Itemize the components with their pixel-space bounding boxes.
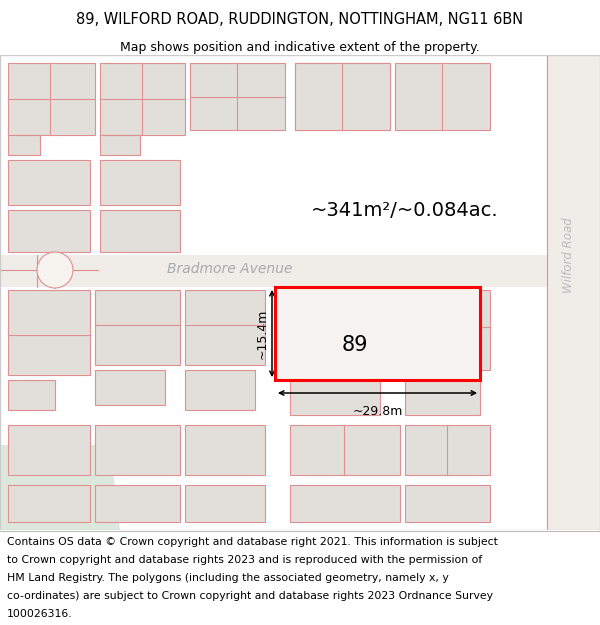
Polygon shape (95, 290, 180, 365)
Polygon shape (100, 135, 140, 155)
Polygon shape (290, 425, 400, 475)
Polygon shape (8, 290, 90, 375)
Polygon shape (405, 485, 490, 522)
Polygon shape (95, 425, 180, 475)
Polygon shape (295, 63, 390, 130)
Polygon shape (190, 63, 285, 130)
Text: Wilford Road: Wilford Road (562, 217, 575, 293)
Polygon shape (8, 160, 90, 205)
Text: HM Land Registry. The polygons (including the associated geometry, namely x, y: HM Land Registry. The polygons (includin… (7, 572, 449, 582)
Polygon shape (405, 425, 490, 475)
Polygon shape (290, 290, 400, 370)
Polygon shape (185, 370, 255, 410)
Polygon shape (395, 63, 490, 130)
Polygon shape (8, 210, 90, 252)
Polygon shape (185, 290, 265, 365)
Text: ~15.4m: ~15.4m (256, 308, 269, 359)
Polygon shape (100, 210, 180, 252)
Circle shape (37, 252, 73, 288)
Polygon shape (275, 287, 480, 380)
Polygon shape (405, 290, 490, 370)
Text: Map shows position and indicative extent of the property.: Map shows position and indicative extent… (120, 41, 480, 54)
Polygon shape (95, 485, 180, 522)
Polygon shape (8, 380, 55, 410)
Polygon shape (405, 375, 480, 415)
Polygon shape (100, 160, 180, 205)
Text: 89: 89 (342, 335, 368, 355)
Text: ~341m²/~0.084ac.: ~341m²/~0.084ac. (311, 201, 499, 219)
Text: Contains OS data © Crown copyright and database right 2021. This information is : Contains OS data © Crown copyright and d… (7, 537, 498, 547)
Polygon shape (8, 485, 90, 522)
Text: co-ordinates) are subject to Crown copyright and database rights 2023 Ordnance S: co-ordinates) are subject to Crown copyr… (7, 591, 493, 601)
Bar (547, 55, 600, 530)
Polygon shape (100, 63, 185, 135)
Text: ~29.8m: ~29.8m (352, 405, 403, 418)
Polygon shape (0, 445, 120, 530)
Polygon shape (290, 299, 468, 368)
Polygon shape (8, 63, 95, 135)
Polygon shape (290, 375, 380, 415)
Polygon shape (295, 63, 390, 130)
Text: to Crown copyright and database rights 2023 and is reproduced with the permissio: to Crown copyright and database rights 2… (7, 555, 482, 565)
Polygon shape (95, 370, 165, 405)
Polygon shape (185, 485, 265, 522)
Polygon shape (8, 135, 40, 155)
Polygon shape (290, 485, 400, 522)
Text: 100026316.: 100026316. (7, 609, 73, 619)
Text: 89, WILFORD ROAD, RUDDINGTON, NOTTINGHAM, NG11 6BN: 89, WILFORD ROAD, RUDDINGTON, NOTTINGHAM… (76, 12, 524, 27)
Bar (0, 255, 547, 287)
Text: Bradmore Avenue: Bradmore Avenue (167, 262, 293, 276)
Polygon shape (185, 425, 265, 475)
Polygon shape (8, 425, 90, 475)
